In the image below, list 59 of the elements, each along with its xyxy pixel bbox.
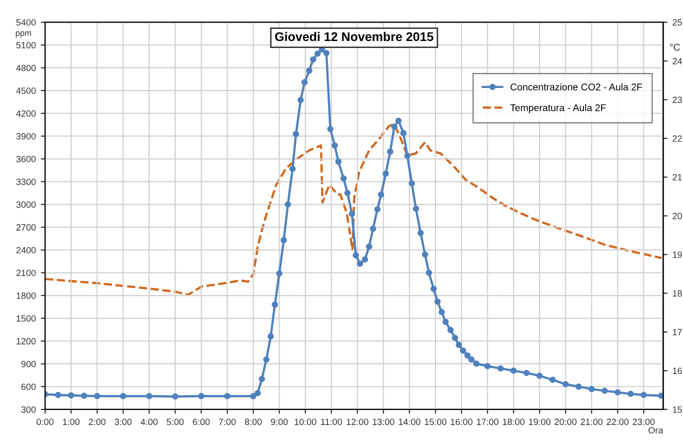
- x-tick-label: 17:00: [476, 418, 498, 426]
- y-tick-label: 900: [21, 360, 36, 368]
- x-tick-label: 8:00: [244, 418, 262, 426]
- x-tick-label: 5:00: [166, 418, 184, 426]
- legend-label: Temperatura - Aula 2F: [510, 104, 606, 114]
- x-tick-label: 21:00: [580, 418, 603, 426]
- x-tick-label: 23:00: [632, 418, 655, 426]
- x-tick-label: 14:00: [398, 418, 420, 426]
- legend-label: Concentrazione CO2 - Aula 2F: [510, 83, 642, 90]
- y-tick-label: 4200: [16, 110, 36, 117]
- y2-tick-label: 16: [672, 368, 682, 374]
- y2-tick-label: 24: [672, 58, 682, 64]
- y-tick-label: 4500: [16, 88, 36, 94]
- y-tick-label: 3300: [16, 178, 36, 186]
- y-axis-title: ppm: [16, 31, 31, 38]
- x-tick-label: 4:00: [140, 418, 158, 426]
- x-tick-label: 1:00: [63, 418, 80, 426]
- y2-axis-title: °C: [670, 44, 680, 51]
- x-tick-label: 0:00: [36, 418, 54, 426]
- y-tick-label: 1800: [16, 292, 36, 299]
- y-tick-label: 4800: [16, 64, 36, 72]
- y-tick-label: 1200: [16, 338, 36, 344]
- y2-tick-label: 22: [672, 135, 682, 142]
- x-tick-label: 20:00: [554, 418, 577, 426]
- y2-tick-label: 25: [672, 19, 682, 26]
- y-tick-label: 1500: [16, 315, 36, 322]
- y2-tick-label: 17: [672, 329, 682, 336]
- x-tick-label: 7:00: [218, 418, 236, 426]
- y2-tick-label: 15: [672, 406, 682, 413]
- y-tick-label: 3600: [16, 156, 36, 162]
- x-tick-label: 12:00: [346, 418, 368, 426]
- y2-tick-label: 21: [672, 174, 682, 180]
- x-tick-label: 16:00: [450, 418, 472, 426]
- x-tick-label: 2:00: [88, 418, 106, 426]
- x-tick-label: 15:00: [424, 418, 446, 426]
- y-tick-label: 2700: [16, 224, 36, 231]
- y2-tick-label: 18: [672, 290, 682, 297]
- x-axis-title: Ora: [648, 427, 664, 434]
- x-tick-label: 19:00: [528, 418, 551, 426]
- text: Giovedi 12 Novembre 2015: [275, 32, 434, 42]
- x-tick-label: 22:00: [606, 418, 629, 426]
- y-tick-label: 5400: [16, 19, 36, 26]
- y2-tick-label: 19: [672, 252, 682, 258]
- x-tick-label: 13:00: [372, 418, 394, 426]
- x-tick-label: 18:00: [502, 418, 524, 426]
- x-tick-label: 9:00: [270, 418, 288, 426]
- x-tick-label: 6:00: [192, 418, 210, 426]
- y2-tick-label: 23: [672, 96, 682, 104]
- y-tick-label: 3000: [16, 201, 36, 208]
- y-tick-label: 5100: [16, 42, 36, 48]
- x-tick-label: 3:00: [114, 418, 132, 426]
- y-tick-label: 2100: [16, 270, 36, 276]
- x-tick-label: 11:00: [321, 418, 342, 426]
- y-tick-label: 600: [21, 384, 36, 390]
- y-tick-label: 300: [21, 406, 36, 413]
- y-tick-label: 3900: [16, 133, 36, 140]
- x-tick-label: 10:00: [294, 418, 316, 426]
- y2-tick-label: 20: [672, 212, 682, 220]
- y-tick-label: 2400: [16, 246, 36, 254]
